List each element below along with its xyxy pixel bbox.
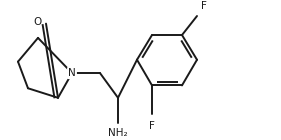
Text: O: O (34, 17, 42, 27)
Text: F: F (201, 1, 207, 11)
Text: F: F (149, 121, 155, 131)
Text: N: N (68, 68, 76, 78)
Text: NH₂: NH₂ (108, 128, 128, 138)
